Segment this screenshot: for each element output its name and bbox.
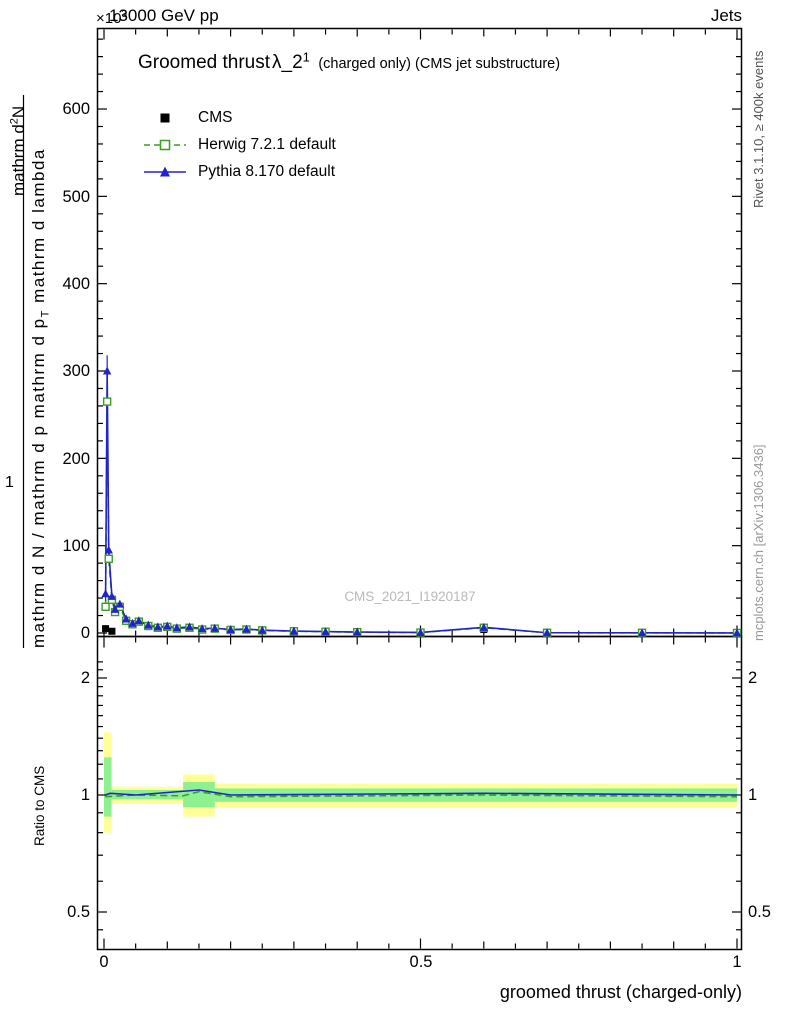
x-axis-label: groomed thrust (charged-only) [499,982,742,1002]
plot-title-main: Groomed thrust [138,52,270,73]
ylabel-num-post: N [9,105,28,119]
y-tick-500: 500 [62,188,90,206]
legend-item-cms: CMS [142,104,336,131]
beam-energy-label: 13000 GeV pp [109,6,219,25]
x-tick-1: 1 [732,953,742,971]
legend: CMS Herwig 7.2.1 default Pythia 8.170 de… [142,104,336,185]
y-tick-400: 400 [62,275,90,293]
cms-marker-icon [160,113,170,122]
pythia-marker-icon [144,166,186,176]
axis-exponent-base: ×10 [96,10,122,27]
legend-item-pythia: Pythia 8.170 default [142,158,336,185]
plot-title: Groomed thrust λ_21 (charged only) (CMS j… [138,49,561,74]
legend-item-herwig: Herwig 7.2.1 default [142,131,336,158]
legend-label-herwig: Herwig 7.2.1 default [198,135,336,153]
y-tick-200: 200 [62,450,90,468]
mcplots-caption: mcplots.cern.ch [arXiv:1306.3436] [751,444,766,641]
analysis-group-label: Jets [710,6,742,25]
ratio-axis-label: Ratio to CMS [32,765,47,846]
ratio-tick-left-05: 0.5 [67,903,90,921]
y-tick-300: 300 [62,362,90,380]
axis-exponent: ×103 [96,9,128,28]
ratio-tick-right-05: 0.5 [748,903,771,921]
ylabel-numerator: mathrm d2N [8,105,29,196]
herwig-marker-icon [144,139,186,150]
legend-label-cms: CMS [198,108,233,126]
y-tick-100: 100 [62,537,90,555]
ylabel-one: 1 [5,474,14,491]
y-tick-0: 0 [80,624,90,642]
ylabel-num-sup: 2 [8,118,21,125]
ylabel-num-pre: mathrm d [9,124,28,196]
rivet-version-caption: Rivet 3.1.10, ≥ 400k events [751,50,766,208]
x-tick-05: 0.5 [409,953,433,971]
ratio-tick-left-1: 1 [80,786,90,804]
plot-title-qualifier: (charged only) (CMS jet substructure) [318,56,561,72]
watermark-analysis-id: CMS_2021_I1920187 [344,589,476,604]
ratio-tick-left-2: 2 [80,669,90,687]
axis-exponent-power: 3 [121,9,128,20]
ylabel-denominator: mathrm d N / mathrm d p mathrm d pT math… [29,148,52,648]
plot-title-sup: 1 [302,49,310,65]
ratio-tick-right-1: 1 [748,786,758,804]
y-tick-600: 600 [62,100,90,118]
ratio-tick-right-2: 2 [748,669,758,687]
x-tick-0: 0 [99,953,109,971]
plot-title-lambda: λ_2 [272,52,303,73]
legend-label-pythia: Pythia 8.170 default [198,162,336,180]
ylabel-den-sub: T [39,309,52,318]
